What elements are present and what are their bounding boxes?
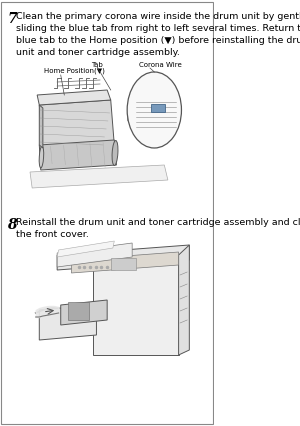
Polygon shape — [57, 245, 189, 270]
Polygon shape — [39, 140, 116, 170]
Polygon shape — [71, 252, 178, 273]
Polygon shape — [39, 305, 96, 340]
Polygon shape — [37, 90, 111, 105]
Polygon shape — [39, 100, 114, 150]
Ellipse shape — [39, 146, 44, 168]
Text: Home Position(▼): Home Position(▼) — [44, 68, 105, 75]
Polygon shape — [30, 165, 168, 188]
Polygon shape — [39, 105, 43, 148]
Polygon shape — [57, 243, 132, 267]
Text: Corona Wire: Corona Wire — [139, 62, 182, 68]
Polygon shape — [61, 300, 107, 325]
Bar — [68, 302, 89, 320]
Bar — [111, 258, 136, 270]
Bar — [151, 104, 165, 112]
Text: 8: 8 — [7, 218, 17, 232]
Text: 7: 7 — [7, 12, 17, 26]
Text: Clean the primary corona wire inside the drum unit by gently
sliding the blue ta: Clean the primary corona wire inside the… — [16, 12, 300, 58]
Polygon shape — [178, 245, 189, 355]
Text: Reinstall the drum unit and toner cartridge assembly and close
the front cover.: Reinstall the drum unit and toner cartri… — [16, 218, 300, 239]
Bar — [93, 255, 178, 355]
Circle shape — [127, 72, 182, 148]
Ellipse shape — [112, 141, 118, 165]
Text: Tab: Tab — [91, 62, 103, 68]
Polygon shape — [57, 241, 114, 257]
